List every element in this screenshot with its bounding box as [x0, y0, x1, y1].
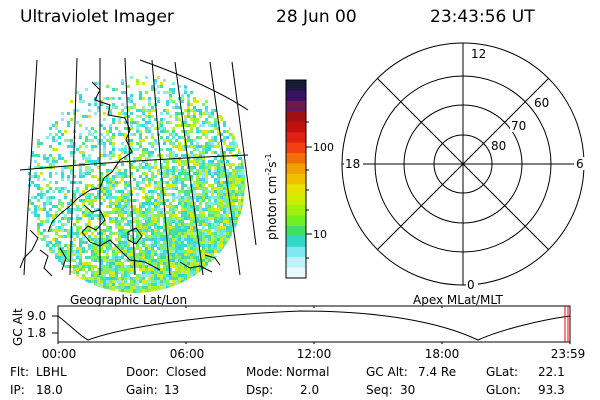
- colorbar-swatch: [286, 267, 306, 279]
- colorbar-swatch: [286, 205, 306, 217]
- seq-value: 30: [400, 383, 416, 397]
- date-label: 28 Jun 00: [276, 7, 357, 27]
- colorbar-swatch: [286, 173, 306, 185]
- dsp-label: Dsp:: [246, 383, 274, 397]
- time-label: 23:43:56 UT: [430, 7, 535, 27]
- timeline-y-high: 9.0: [27, 309, 46, 323]
- colorbar-swatch: [286, 236, 306, 248]
- colorbar-swatch: [286, 184, 306, 196]
- colorbar-swatch: [286, 225, 306, 237]
- colorbar-ticks: [306, 121, 312, 259]
- polar-plot: [341, 42, 585, 286]
- colorbar-tick-10: 10: [313, 228, 327, 241]
- mlt-label-6: 6: [576, 157, 584, 171]
- timeline-y-low: 1.8: [27, 326, 46, 340]
- coastline: [19, 81, 221, 277]
- mode-value: Normal: [286, 365, 330, 379]
- altitude-timeline: [52, 305, 571, 344]
- apex-panel-label: Apex MLat/MLT: [413, 293, 503, 307]
- mode-label: Mode:: [246, 365, 283, 379]
- mlat-label-80: 80: [491, 139, 506, 153]
- gain-value: 13: [164, 383, 180, 397]
- timeline-ylabel: GC Alt: [11, 308, 25, 346]
- glat-value: 22.1: [538, 365, 565, 379]
- colorbar-swatch: [286, 80, 306, 92]
- colorbar-swatch: [286, 194, 306, 206]
- colorbar-unit-label: photon cm-2s-1: [264, 153, 279, 240]
- ip-value: 18.0: [36, 383, 63, 397]
- mlt-label-0: 0: [467, 278, 475, 292]
- timeline-x-tick: 06:00: [170, 347, 205, 361]
- mlat-label-60: 60: [534, 96, 549, 110]
- colorbar-swatch: [286, 100, 306, 112]
- colorbar-swatch: [286, 121, 306, 133]
- app-title: Ultraviolet Imager: [20, 7, 174, 27]
- colorbar: [286, 80, 306, 279]
- colorbar-swatch: [286, 111, 306, 123]
- geographic-panel-label: Geographic Lat/Lon: [70, 293, 187, 307]
- colorbar-swatch: [286, 90, 306, 102]
- gcalt-label: GC Alt:: [366, 365, 408, 379]
- timeline-x-tick: 00:00: [42, 347, 77, 361]
- mlt-label-12: 12: [471, 47, 486, 61]
- geographic-grid: [19, 57, 257, 276]
- glon-value: 93.3: [538, 383, 565, 397]
- glon-label: GLon:: [486, 383, 521, 397]
- seq-label: Seq:: [366, 383, 393, 397]
- colorbar-swatch: [286, 246, 306, 258]
- dsp-value: 2.0: [300, 383, 320, 397]
- flt-label: Flt:: [10, 365, 29, 379]
- door-value: Closed: [166, 365, 207, 379]
- door-label: Door:: [126, 365, 159, 379]
- colorbar-swatch: [286, 215, 306, 227]
- mlat-label-70: 70: [511, 119, 526, 133]
- aurora-image: [28, 76, 245, 293]
- flt-value: LBHL: [36, 365, 67, 379]
- colorbar-tick-100: 100: [313, 141, 334, 154]
- colorbar-swatch: [286, 142, 306, 154]
- ip-label: IP:: [10, 383, 25, 397]
- colorbar-swatch: [286, 132, 306, 144]
- colorbar-swatch: [286, 163, 306, 175]
- timeline-x-tick: 23:59: [551, 347, 586, 361]
- timeline-x-tick: 12:00: [297, 347, 332, 361]
- timeline-x-tick: 18:00: [425, 347, 460, 361]
- colorbar-swatch: [286, 152, 306, 164]
- glat-label: GLat:: [486, 365, 519, 379]
- gain-label: Gain:: [126, 383, 158, 397]
- colorbar-swatch: [286, 257, 306, 269]
- mlt-label-18: 18: [345, 157, 360, 171]
- gcalt-value: 7.4 Re: [418, 365, 457, 379]
